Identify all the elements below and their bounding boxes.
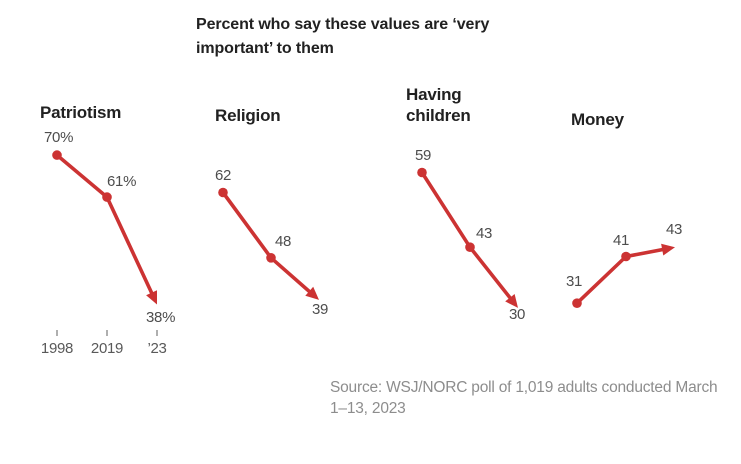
chart-title: Percent who say these values are ‘very i… — [196, 16, 490, 57]
panel-title-money: Money — [571, 110, 624, 129]
data-label: 39 — [312, 301, 329, 318]
data-label: 62 — [215, 167, 232, 184]
x-tick-label: 1998 — [40, 340, 74, 357]
x-tick-label: 2019 — [90, 340, 124, 357]
arrowhead — [661, 243, 675, 256]
arrowhead — [146, 290, 157, 305]
data-label: 70% — [44, 129, 74, 146]
arrowhead — [505, 294, 518, 308]
source-note: Source: WSJ/NORC poll of 1,019 adults co… — [330, 379, 718, 417]
data-point-dot — [417, 167, 427, 178]
data-label: 31 — [566, 273, 583, 290]
panel-title-patriotism: Patriotism — [40, 103, 122, 122]
data-label: 43 — [666, 221, 683, 238]
data-label: 59 — [415, 147, 432, 164]
panel-title-religion: Religion — [215, 106, 281, 125]
data-point-dot — [266, 252, 276, 263]
trend-line — [221, 191, 314, 296]
data-point-dot — [102, 192, 112, 202]
data-label: 43 — [476, 225, 493, 242]
x-tick-label: ’23 — [147, 340, 167, 357]
data-label: 41 — [613, 232, 630, 249]
trend-line — [420, 171, 514, 302]
data-point-dot — [572, 298, 582, 309]
trend-line — [55, 153, 155, 298]
arrowhead — [305, 286, 319, 300]
data-point-dot — [621, 251, 631, 262]
data-label: 30 — [509, 306, 526, 323]
data-point-dot — [52, 150, 62, 160]
data-label: 38% — [146, 309, 176, 326]
data-point-dot — [465, 242, 475, 252]
panel-title-having-children: Having children — [406, 85, 471, 125]
data-point-dot — [218, 187, 228, 198]
data-label: 48 — [275, 233, 292, 250]
data-label: 61% — [107, 173, 137, 190]
